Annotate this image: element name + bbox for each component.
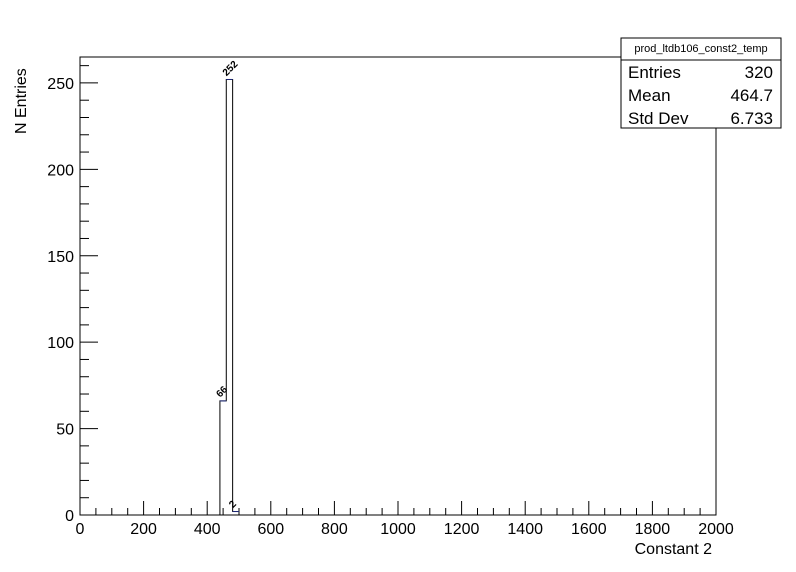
stats-mean-value: 464.7 [730, 86, 773, 105]
bin-labels: 66 252 2 [214, 59, 240, 511]
y-tick-label: 250 [47, 76, 74, 93]
bin-value-label: 66 [214, 384, 230, 400]
y-tick-label: 0 [65, 508, 74, 525]
x-tick-label: 1600 [571, 521, 607, 538]
stats-box-title: prod_ltdb106_const2_temp [634, 43, 767, 55]
stats-mean-label: Mean [628, 86, 671, 105]
x-axis: 0 200 400 600 800 1000 1200 1400 1600 1800 2000 [76, 501, 734, 538]
x-tick-label: 400 [194, 521, 221, 538]
x-tick-label: 1800 [635, 521, 671, 538]
histogram-outline [219, 78, 240, 515]
stats-box-frame [620, 37, 782, 129]
stats-entries-label: Entries [628, 63, 681, 82]
x-tick-label: 800 [321, 521, 348, 538]
stats-entries-value: 320 [745, 63, 773, 82]
x-tick-label: 1200 [444, 521, 480, 538]
bin-value-label: 252 [221, 59, 241, 79]
y-axis: 0 50 100 150 200 250 [47, 65, 98, 525]
x-tick-label: 200 [130, 521, 157, 538]
x-tick-label: 1000 [380, 521, 416, 538]
x-tick-label: 1400 [507, 521, 543, 538]
stats-stddev-value: 6.733 [730, 109, 773, 128]
x-tick-label: 2000 [698, 521, 734, 538]
bin-value-label: 2 [227, 499, 239, 511]
y-tick-label: 50 [56, 422, 74, 439]
x-tick-label: 0 [76, 521, 85, 538]
x-tick-label: 600 [257, 521, 284, 538]
y-tick-label: 150 [47, 249, 74, 266]
histogram-bars [219, 78, 240, 515]
y-axis-title: N Entries [13, 68, 30, 134]
y-tick-label: 100 [47, 335, 74, 352]
stats-stddev-label: Std Dev [628, 109, 689, 128]
stats-box: prod_ltdb106_const2_temp Entries 320 Mea… [620, 37, 782, 129]
x-axis-title: Constant 2 [635, 541, 712, 558]
y-tick-label: 200 [47, 162, 74, 179]
